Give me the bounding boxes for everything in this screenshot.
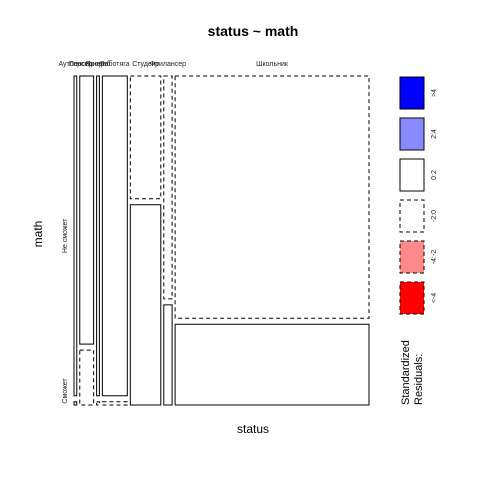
tile-5-1	[129, 75, 162, 200]
tile-5-2	[129, 204, 162, 406]
x-category-label: Аутсорсер	[58, 61, 92, 68]
y-axis-label: math	[31, 221, 45, 248]
y-category-labels: Не сможет Сможет	[62, 218, 69, 404]
x-category-label: Школьник	[256, 61, 289, 68]
residuals-legend: >4 2:4 0:2 -2:0 -4:-2 <-4 Standardized Residual…	[399, 76, 438, 405]
y-category-label: Не сможет	[62, 218, 69, 253]
tile-1-2	[73, 401, 78, 406]
x-category-label: Фрилансер	[150, 61, 186, 68]
legend-swatch	[399, 117, 425, 151]
legend-swatch	[399, 158, 425, 192]
legend-title: Standardized	[400, 340, 412, 405]
tile-2-1	[79, 75, 95, 345]
tile-4-1	[101, 75, 128, 397]
tile-4-2	[101, 401, 128, 406]
mosaic-tiles	[73, 75, 370, 406]
tile-3-2	[96, 401, 100, 406]
tile-7-1	[174, 75, 370, 319]
x-category-label: Работяга	[100, 60, 129, 68]
legend-swatch	[399, 281, 425, 315]
legend-swatch	[399, 199, 425, 233]
legend-label: -4:-2	[431, 250, 438, 265]
legend-swatch	[399, 76, 425, 110]
legend-swatch	[399, 240, 425, 274]
chart-title: status ~ math	[208, 23, 299, 39]
tile-7-2	[174, 323, 370, 406]
x-category-label: Студент	[132, 61, 159, 68]
legend-label: <-4	[431, 293, 438, 303]
tile-6-2	[163, 304, 173, 406]
legend-title: Residuals:	[413, 354, 425, 405]
tile-3-1	[96, 75, 100, 397]
tile-2-2	[79, 349, 95, 406]
x-axis-label: status	[237, 422, 269, 436]
x-category-label: Прораб	[86, 60, 111, 68]
tile-1-1	[73, 75, 78, 397]
legend-label: -2:0	[431, 210, 438, 222]
tile-6-1	[163, 75, 173, 300]
legend-label: 2:4	[431, 129, 438, 139]
legend-label: >4	[431, 89, 438, 97]
legend-label: 0:2	[431, 170, 438, 180]
y-category-label: Сможет	[62, 378, 69, 404]
x-category-label: Пенсионер	[69, 61, 105, 68]
